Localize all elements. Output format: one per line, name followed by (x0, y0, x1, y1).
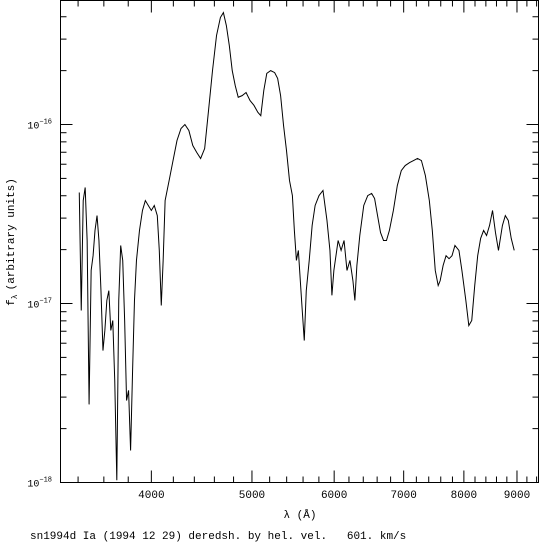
y-tick-exponent: −17 (39, 298, 52, 306)
spectrum-line (78, 11, 515, 481)
caption: sn1994d Ia (1994 12 29) deredsh. by hel.… (30, 531, 406, 543)
y-tick-exponent: −16 (39, 119, 52, 127)
y-tick-base: 10 (27, 122, 39, 133)
y-tick-label: 10−18 (27, 477, 52, 491)
y-label-main: f (6, 299, 18, 306)
y-tick-exponent: −18 (39, 477, 52, 485)
x-tick-label: 5000 (239, 490, 265, 502)
y-axis-label: fλ (arbitrary units) (6, 178, 20, 306)
plot-frame (60, 0, 539, 483)
x-tick-label: 8000 (451, 490, 477, 502)
y-label-rest: (arbitrary units) (6, 178, 18, 290)
y-tick-label: 10−16 (27, 119, 52, 133)
y-label-sub: λ (11, 294, 20, 299)
x-tick-label: 7000 (390, 490, 416, 502)
x-tick-label: 6000 (321, 490, 347, 502)
y-tick-base: 10 (27, 480, 39, 491)
y-tick-base: 10 (27, 301, 39, 312)
x-tick-label: 9000 (504, 490, 530, 502)
x-axis-label: λ (Å) (283, 509, 316, 522)
x-tick-label: 4000 (138, 490, 164, 502)
y-tick-label: 10−17 (27, 298, 52, 312)
